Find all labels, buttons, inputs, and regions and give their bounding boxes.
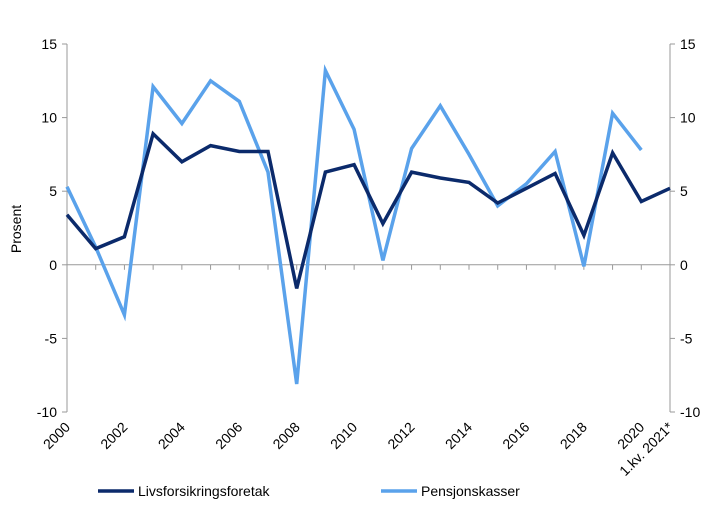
y-tick-label-left: 5	[49, 183, 57, 199]
x-tick-label: 2014	[442, 419, 475, 452]
y-tick-label-right: 15	[680, 36, 696, 52]
x-tick-label: 2006	[212, 419, 245, 452]
legend: Livsforsikringsforetak Pensjonskasser	[98, 483, 520, 499]
y-tick-label-right: -5	[680, 330, 693, 346]
y-tick-label-left: -10	[37, 404, 57, 420]
x-tick-label: 2002	[97, 419, 130, 452]
axes: -10 -10 -5 -5 0 0 5 5 10 10 15 15	[37, 36, 701, 420]
y-tick-label-left: 15	[41, 36, 57, 52]
y-axis-title: Prosent	[8, 205, 24, 253]
y-tick-label-right: -10	[680, 404, 700, 420]
x-tick-label: 2004	[155, 419, 188, 452]
y-tick-label-right: 5	[680, 183, 688, 199]
y-tick-label-left: 0	[49, 257, 57, 273]
x-tick-label: 2016	[499, 419, 532, 452]
y-tick-label-right: 0	[680, 257, 688, 273]
y-tick-label-left: 10	[41, 110, 57, 126]
x-tick-label: 2010	[327, 419, 360, 452]
x-tick-label: 2000	[40, 419, 73, 452]
x-tick-label: 2012	[384, 419, 417, 452]
y-tick-label-left: -5	[45, 330, 58, 346]
series-lines	[65, 64, 671, 385]
x-tick-label: 2018	[557, 419, 590, 452]
series-line-livsforsikringsforetak	[65, 130, 671, 289]
legend-label-livsforsikringsforetak: Livsforsikringsforetak	[138, 483, 270, 499]
legend-label-pensjonskasser: Pensjonskasser	[421, 483, 520, 499]
series-line-pensjonskasser	[65, 64, 643, 385]
x-tick-label: 2008	[269, 419, 302, 452]
x-tick-labels: 2000 2002 2004 2006 2008 2010 2012 2014 2016 2018…	[40, 418, 677, 479]
y-tick-label-right: 10	[680, 110, 696, 126]
